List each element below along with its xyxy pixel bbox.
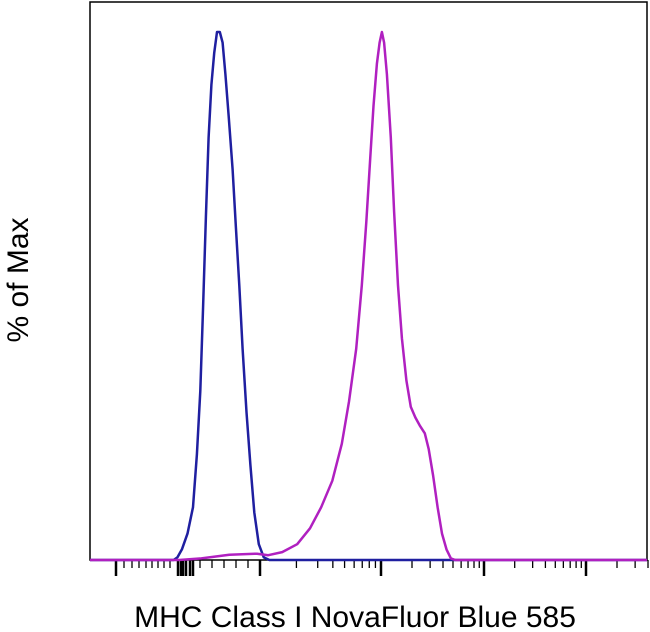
x-axis-ticks [114,560,649,576]
y-axis-label: % of Max [2,217,35,342]
plot-frame [89,1,648,561]
series-layer [90,30,647,562]
histogram-series-2 [90,30,647,562]
x-axis-label: MHC Class I NovaFluor Blue 585 [134,601,576,632]
histogram-series-1 [90,30,647,562]
